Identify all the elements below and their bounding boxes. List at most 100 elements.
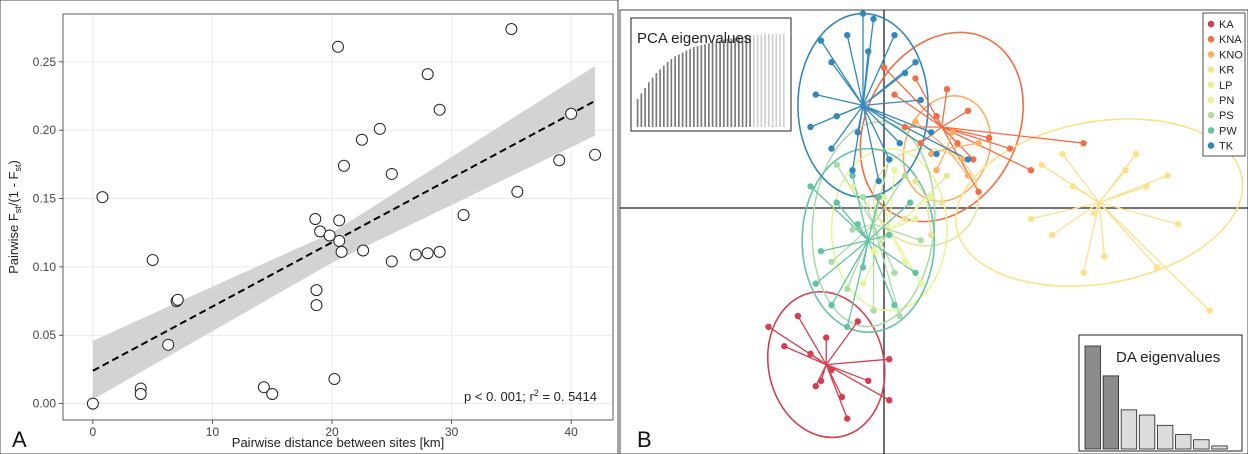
data-point bbox=[511, 185, 524, 198]
pca-bar bbox=[719, 40, 721, 128]
point-kr bbox=[1206, 307, 1213, 314]
da-inset-title: DA eigenvalues bbox=[1116, 349, 1220, 366]
point-tk bbox=[854, 129, 861, 136]
point-kna bbox=[964, 107, 972, 115]
pca-bar bbox=[689, 48, 691, 127]
point-ka bbox=[781, 343, 788, 350]
stats-annotation: p < 0. 001; r2 = 0. 5414 bbox=[464, 388, 597, 404]
point-pw bbox=[912, 269, 919, 276]
point-kno bbox=[964, 172, 972, 179]
point-ka bbox=[823, 334, 830, 341]
x-tick-label: 0 bbox=[90, 425, 97, 439]
spoke-ka bbox=[783, 345, 827, 366]
pca-bar bbox=[693, 47, 695, 127]
legend-label: PW bbox=[1219, 125, 1237, 137]
point-pw bbox=[886, 231, 893, 239]
spoke-lp bbox=[914, 180, 927, 198]
point-pw bbox=[891, 302, 898, 309]
spoke-kna bbox=[894, 94, 943, 128]
data-point bbox=[332, 40, 344, 53]
spoke-pn bbox=[852, 185, 890, 231]
pca-bar bbox=[670, 59, 673, 127]
point-kna bbox=[933, 113, 940, 120]
point-lp bbox=[928, 231, 935, 239]
legend-swatch bbox=[1207, 66, 1215, 73]
pca-bar bbox=[779, 34, 781, 127]
spoke-ka bbox=[826, 363, 869, 382]
point-ps bbox=[896, 312, 903, 320]
spoke-pw bbox=[867, 197, 880, 241]
point-kna bbox=[1080, 140, 1087, 147]
spoke-tk bbox=[862, 104, 937, 155]
y-tick-label: 0.15 bbox=[33, 192, 57, 206]
data-point bbox=[86, 397, 99, 410]
point-tk bbox=[886, 156, 893, 163]
x-axis-label: Pairwise distance between sites [km] bbox=[232, 435, 444, 450]
point-pw bbox=[849, 172, 856, 179]
grid bbox=[63, 14, 613, 420]
point-lp bbox=[901, 215, 909, 222]
legend-label: KNO bbox=[1219, 49, 1243, 61]
point-kno bbox=[949, 129, 956, 136]
spoke-kr bbox=[1099, 174, 1168, 204]
pca-bar bbox=[741, 36, 744, 127]
spoke-kr bbox=[1030, 201, 1100, 220]
pca-eigenvalues-inset: PCA eigenvalues bbox=[630, 17, 792, 132]
pca-bar bbox=[648, 82, 650, 127]
point-kr bbox=[1101, 253, 1108, 260]
y-tick-label: 0.00 bbox=[33, 397, 57, 411]
data-point bbox=[457, 208, 470, 221]
pca-bar bbox=[663, 65, 665, 127]
point-pn bbox=[859, 280, 867, 287]
legend-label: KNA bbox=[1219, 34, 1242, 46]
spoke-ka bbox=[825, 321, 859, 365]
point-tk bbox=[833, 113, 840, 120]
point-tk bbox=[817, 37, 825, 44]
pca-bar bbox=[764, 34, 766, 127]
spoke-ka bbox=[826, 358, 890, 366]
point-kna bbox=[1006, 145, 1014, 152]
pca-bar bbox=[730, 38, 733, 127]
spoke-tk bbox=[820, 40, 864, 106]
point-tk bbox=[896, 140, 903, 147]
spoke-kr bbox=[1098, 202, 1210, 312]
point-kr bbox=[1069, 183, 1077, 190]
pca-bar bbox=[715, 41, 718, 127]
pca-bar bbox=[644, 87, 646, 127]
point-tk bbox=[807, 123, 814, 131]
pca-bar bbox=[783, 34, 785, 127]
data-points bbox=[86, 23, 602, 410]
point-pw bbox=[859, 264, 867, 271]
spoke-pn bbox=[888, 196, 932, 231]
pca-bar bbox=[771, 34, 774, 127]
da-bar bbox=[1138, 414, 1156, 450]
spoke-kr bbox=[1098, 202, 1106, 257]
legend-label: LP bbox=[1219, 80, 1232, 92]
da-bar bbox=[1102, 375, 1119, 450]
point-pn bbox=[928, 194, 935, 201]
legend-swatch bbox=[1207, 96, 1215, 104]
da-bar bbox=[1084, 345, 1101, 450]
point-tk bbox=[828, 145, 835, 152]
point-pw bbox=[828, 302, 835, 309]
point-pn bbox=[912, 215, 919, 222]
y-axis-label: Pairwise Fst/(1 - Fst) bbox=[6, 160, 23, 274]
point-ps bbox=[917, 237, 924, 244]
point-kno bbox=[975, 140, 982, 147]
pca-bar bbox=[678, 54, 680, 127]
pca-bar bbox=[775, 34, 778, 127]
point-kno bbox=[928, 150, 935, 158]
spoke-tk bbox=[830, 105, 864, 149]
da-eigenvalue-bars bbox=[1084, 345, 1228, 450]
point-kr bbox=[1090, 210, 1098, 217]
y-axis: 0.00 0.05 0.10 0.15 0.20 0.25 bbox=[33, 55, 63, 411]
point-pn bbox=[849, 183, 856, 190]
pca-bar bbox=[640, 93, 643, 127]
spoke-pw bbox=[836, 202, 869, 241]
pca-bar bbox=[708, 43, 710, 127]
panel-b: PCA eigenvalues DA eigenvalues KAKNAKNOK… bbox=[619, 9, 1248, 454]
spoke-lp bbox=[925, 175, 948, 198]
data-point bbox=[134, 388, 147, 401]
spoke-pn bbox=[889, 218, 916, 231]
